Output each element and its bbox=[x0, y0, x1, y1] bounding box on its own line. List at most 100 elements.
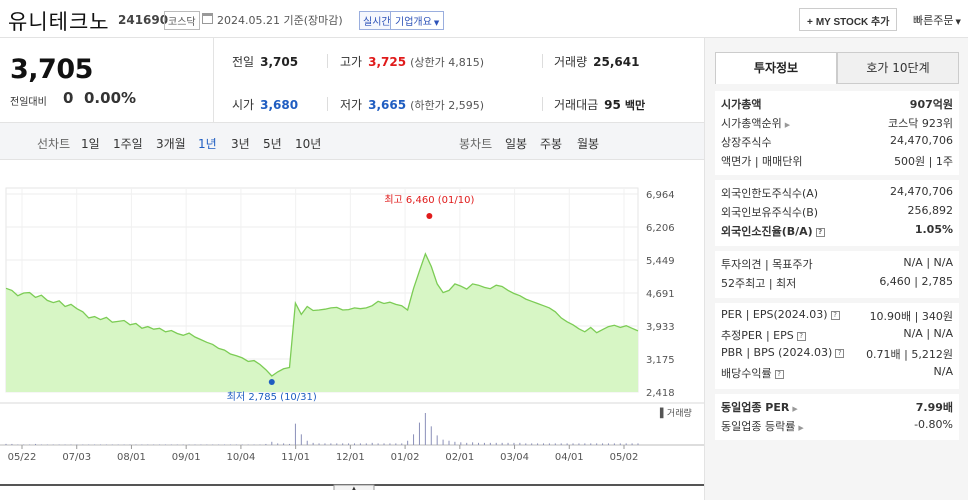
info-key-text: 시가총액순위 bbox=[721, 117, 782, 130]
company-overview-label: 기업개요 bbox=[395, 17, 432, 28]
tab-10y[interactable]: 10년 bbox=[295, 137, 322, 151]
info-key: 외국인한도주식수(A) bbox=[721, 185, 818, 201]
y-tick-label: 5,449 bbox=[646, 256, 675, 267]
info-value: 907억원 bbox=[909, 98, 953, 111]
current-price: 3,705 bbox=[10, 54, 93, 85]
info-key: 시가총액 bbox=[721, 96, 761, 112]
tab-weekly[interactable]: 주봉 bbox=[540, 137, 563, 151]
info-key[interactable]: 동일업종 등락률 ▶ bbox=[721, 418, 804, 434]
company-overview-button[interactable]: 기업개요 ▼ bbox=[390, 11, 445, 30]
x-tick-label: 07/03 bbox=[62, 452, 91, 463]
quote-prev-value: 3,705 bbox=[260, 55, 299, 69]
tab-daily[interactable]: 일봉 bbox=[505, 137, 528, 151]
tab-3m[interactable]: 3개월 bbox=[156, 137, 186, 151]
help-icon[interactable]: ? bbox=[835, 348, 845, 358]
tab-hoga[interactable]: 호가 10단계 bbox=[837, 52, 959, 84]
info-value: 코스닥 923위 bbox=[888, 117, 953, 130]
info-key[interactable]: 동일업종 PER ▶ bbox=[721, 399, 798, 415]
line-chart-label: 선차트 bbox=[37, 137, 71, 151]
quote-low: 저가 3,665 (하한가 2,595) bbox=[340, 96, 484, 113]
quote-high-value: 3,725 bbox=[368, 55, 407, 69]
triangle-right-icon: ▶ bbox=[792, 405, 798, 413]
info-row: 배당수익률? N/A bbox=[721, 365, 953, 383]
info-row: 투자의견 | 목표주가 N/A | N/A bbox=[721, 256, 953, 274]
quote-table: 전일 3,705 고가 3,725 (상한가 4,815) 거래량 25,641 시가 3… bbox=[214, 38, 704, 122]
tab-monthly[interactable]: 월봉 bbox=[577, 137, 600, 151]
quote-amount: 거래대금 95 백만 bbox=[554, 96, 645, 113]
info-value: 10.90배 | 340원 bbox=[869, 310, 953, 323]
info-key: 추정PER | EPS? bbox=[721, 327, 806, 343]
x-tick-label: 01/02 bbox=[391, 452, 420, 463]
quote-amount-unit: 백만 bbox=[624, 99, 646, 112]
info-row: 동일업종 등락률 ▶ -0.80% bbox=[721, 418, 953, 436]
high-annotation: 최고 6,460 (01/10) bbox=[384, 194, 474, 206]
change-percent: 0.00% bbox=[84, 89, 137, 107]
mystock-add-button[interactable]: + MY STOCK 추가 bbox=[799, 8, 898, 31]
x-tick-label: 04/01 bbox=[555, 452, 584, 463]
info-key-text: 시가총액 bbox=[721, 98, 762, 111]
volume-label: ▌거래량 bbox=[659, 407, 692, 419]
quote-low-value: 3,665 bbox=[368, 98, 407, 112]
help-icon[interactable]: ? bbox=[796, 331, 806, 341]
calendar-icon bbox=[202, 13, 213, 24]
tab-5y[interactable]: 5년 bbox=[263, 137, 282, 151]
quote-open: 시가 3,680 bbox=[232, 96, 298, 113]
info-value: N/A | N/A bbox=[903, 256, 953, 269]
tab-invest-info[interactable]: 투자정보 bbox=[715, 52, 837, 84]
side-tabs: 투자정보 호가 10단계 bbox=[715, 52, 959, 84]
chart-period-tabs: 선차트 1일 1주일 3개월 1년 3년 5년 10년 봉차트 일봉 주봉 월봉 bbox=[0, 122, 704, 160]
quote-volume-value: 25,641 bbox=[593, 55, 640, 69]
plus-icon: + bbox=[807, 17, 813, 28]
candle-chart-label: 봉차트 bbox=[459, 137, 493, 151]
quote-high-label: 고가 bbox=[340, 55, 363, 69]
help-icon[interactable]: ? bbox=[774, 369, 784, 379]
chevron-up-icon: ▲ bbox=[351, 485, 357, 490]
info-row: 외국인소진율(B/A)? 1.05% bbox=[721, 223, 953, 241]
price-chart-svg: 6,964 6,206 5,449 4,691 3,933 3,175 2,418 최고 6,… bbox=[0, 187, 704, 493]
info-value: 6,460 | 2,785 bbox=[879, 275, 953, 288]
info-key-text: 상장주식수 bbox=[721, 136, 772, 149]
tab-1d[interactable]: 1일 bbox=[81, 137, 100, 151]
stock-header: 유니테크노 241690 코스닥 2024.05.21 기준(장마감) 실시간 … bbox=[0, 0, 968, 38]
info-value: N/A | N/A bbox=[903, 327, 953, 340]
tab-3y[interactable]: 3년 bbox=[231, 137, 250, 151]
x-tick-label: 10/04 bbox=[226, 452, 255, 463]
info-row: 외국인한도주식수(A) 24,470,706 bbox=[721, 185, 953, 203]
quote-high: 고가 3,725 (상한가 4,815) bbox=[340, 53, 484, 70]
info-value: 7.99배 bbox=[915, 401, 953, 414]
x-tick-label: 05/02 bbox=[610, 452, 639, 463]
tab-1w[interactable]: 1주일 bbox=[113, 137, 143, 151]
low-marker bbox=[268, 379, 275, 386]
price-chart: 6,964 6,206 5,449 4,691 3,933 3,175 2,418 최고 6,… bbox=[0, 160, 704, 493]
info-value: -0.80% bbox=[914, 418, 953, 431]
quote-open-value: 3,680 bbox=[260, 98, 299, 112]
triangle-right-icon: ▶ bbox=[784, 121, 791, 129]
info-value: 1.05% bbox=[914, 223, 953, 236]
triangle-right-icon: ▶ bbox=[798, 424, 804, 432]
quick-order-button[interactable]: 빠른주문 ▼ bbox=[913, 12, 961, 28]
price-area-fill bbox=[6, 253, 638, 392]
info-value: 24,470,706 bbox=[890, 185, 953, 198]
x-tick-label: 02/01 bbox=[445, 452, 474, 463]
quote-amount-label: 거래대금 bbox=[554, 98, 599, 112]
help-icon[interactable]: ? bbox=[815, 227, 825, 237]
price-summary: 3,705 전일대비 0 0.00% bbox=[0, 38, 214, 122]
info-group-2: 외국인한도주식수(A) 24,470,706 외국인보유주식수(B) 256,892 외… bbox=[715, 180, 959, 246]
info-group-4: PER | EPS(2024.03)? 10.90배 | 340원 추정PER | … bbox=[715, 303, 959, 389]
help-icon[interactable]: ? bbox=[830, 310, 840, 320]
info-key-text: PBR | BPS (2024.03) bbox=[721, 346, 833, 359]
quote-amount-value: 95 bbox=[604, 98, 621, 112]
info-key[interactable]: 시가총액순위 ▶ bbox=[721, 115, 790, 131]
price-line bbox=[5, 252, 639, 377]
quick-order-label: 빠른주문 bbox=[913, 14, 954, 27]
caret-down-icon: ▼ bbox=[955, 18, 961, 26]
change-label: 전일대비 bbox=[10, 97, 47, 108]
divider bbox=[542, 97, 543, 111]
y-tick-label: 3,175 bbox=[646, 355, 675, 366]
info-key-text: 외국인보유주식수(B) bbox=[721, 206, 819, 219]
upper-limit: (상한가 4,815) bbox=[410, 56, 484, 69]
lower-limit: (하한가 2,595) bbox=[410, 99, 484, 112]
y-tick-label: 3,933 bbox=[646, 322, 675, 333]
tab-1y[interactable]: 1년 bbox=[198, 137, 217, 151]
divider bbox=[327, 54, 328, 68]
